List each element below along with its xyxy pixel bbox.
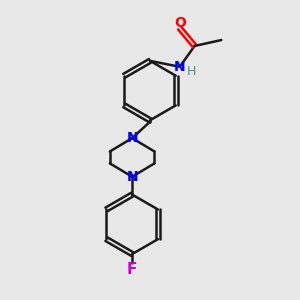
Text: H: H	[186, 65, 196, 78]
Text: N: N	[126, 131, 138, 145]
Text: N: N	[126, 170, 138, 184]
Text: F: F	[127, 262, 137, 277]
Text: O: O	[174, 16, 186, 30]
Text: N: N	[174, 60, 185, 74]
